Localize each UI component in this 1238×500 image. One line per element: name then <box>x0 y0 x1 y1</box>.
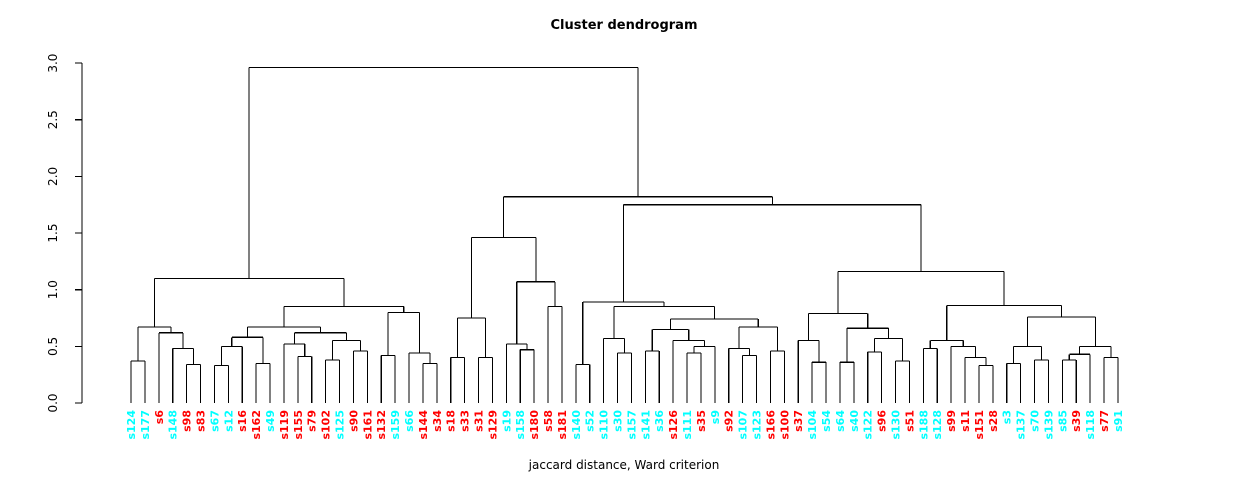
leaf-label-s124: s124 <box>125 410 138 440</box>
y-tick-label-1.5: 1.5 <box>46 224 60 243</box>
leaf-label-s77: s77 <box>1098 410 1111 432</box>
leaf-label-s12: s12 <box>222 410 235 432</box>
leaf-label-s141: s141 <box>639 410 652 440</box>
leaf-label-s148: s148 <box>167 410 180 440</box>
leaf-label-s30: s30 <box>612 410 625 432</box>
leaf-label-s90: s90 <box>347 410 360 432</box>
leaf-label-s99: s99 <box>945 410 958 432</box>
leaf-label-s119: s119 <box>278 410 291 440</box>
y-tick-label-1.0: 1.0 <box>46 280 60 299</box>
leaf-label-s34: s34 <box>431 410 444 432</box>
leaf-label-s9: s9 <box>709 410 722 424</box>
leaf-label-s107: s107 <box>737 410 750 440</box>
leaf-label-s181: s181 <box>556 410 569 440</box>
leaf-label-s188: s188 <box>917 410 930 440</box>
leaf-label-s3: s3 <box>1001 410 1014 424</box>
leaf-label-s157: s157 <box>625 410 638 440</box>
leaf-label-s139: s139 <box>1042 410 1055 440</box>
leaf-label-s155: s155 <box>292 410 305 440</box>
leaf-label-s125: s125 <box>334 410 347 440</box>
leaf-label-s104: s104 <box>806 410 819 440</box>
leaf-label-s177: s177 <box>139 410 152 440</box>
leaf-label-s162: s162 <box>250 410 263 440</box>
leaf-label-s33: s33 <box>459 410 472 432</box>
leaf-label-s144: s144 <box>417 410 430 440</box>
leaf-label-s130: s130 <box>890 410 903 440</box>
leaf-label-s37: s37 <box>792 410 805 432</box>
leaf-label-s16: s16 <box>236 410 249 432</box>
leaf-label-s19: s19 <box>500 410 513 432</box>
leaf-label-s49: s49 <box>264 410 277 432</box>
leaf-label-s92: s92 <box>723 410 736 432</box>
leaf-label-s83: s83 <box>195 410 208 432</box>
leaf-label-s58: s58 <box>542 410 555 432</box>
leaf-label-s11: s11 <box>959 410 972 432</box>
leaf-label-s151: s151 <box>973 410 986 440</box>
leaf-label-s54: s54 <box>820 410 833 432</box>
leaf-label-s18: s18 <box>445 410 458 432</box>
leaf-label-s36: s36 <box>653 410 666 432</box>
y-tick-label-0.0: 0.0 <box>46 393 60 412</box>
leaf-label-s102: s102 <box>320 410 333 440</box>
leaf-label-s129: s129 <box>486 410 499 440</box>
leaf-label-s111: s111 <box>681 410 694 440</box>
leaf-label-s31: s31 <box>473 410 486 432</box>
leaf-label-s6: s6 <box>153 410 166 425</box>
leaf-label-s96: s96 <box>876 410 889 432</box>
leaf-label-s66: s66 <box>403 410 416 432</box>
leaf-label-s180: s180 <box>528 410 541 440</box>
y-tick-label-3.0: 3.0 <box>46 54 60 73</box>
leaf-label-s52: s52 <box>584 410 597 432</box>
y-tick-label-2.5: 2.5 <box>46 110 60 129</box>
leaf-label-s140: s140 <box>570 410 583 440</box>
leaf-label-s159: s159 <box>389 410 402 440</box>
leaf-label-s91: s91 <box>1112 410 1125 432</box>
leaf-label-s128: s128 <box>931 410 944 440</box>
leaf-label-s137: s137 <box>1015 410 1028 440</box>
leaf-label-s98: s98 <box>181 410 194 432</box>
leaf-label-s40: s40 <box>848 410 861 432</box>
leaf-label-s122: s122 <box>862 410 875 440</box>
leaf-label-s110: s110 <box>598 410 611 440</box>
leaf-label-s166: s166 <box>764 410 777 440</box>
leaf-label-s51: s51 <box>903 410 916 432</box>
y-tick-label-2.0: 2.0 <box>46 167 60 186</box>
leaf-label-s126: s126 <box>667 410 680 440</box>
leaf-label-s161: s161 <box>361 410 374 440</box>
leaf-label-s67: s67 <box>208 410 221 432</box>
y-tick-label-0.5: 0.5 <box>46 337 60 356</box>
leaf-label-s28: s28 <box>987 410 1000 432</box>
leaf-label-s85: s85 <box>1056 410 1069 432</box>
leaf-label-s70: s70 <box>1029 410 1042 432</box>
leaf-label-s64: s64 <box>834 410 847 432</box>
leaf-label-s118: s118 <box>1084 410 1097 440</box>
leaf-label-s35: s35 <box>695 410 708 432</box>
leaf-label-s123: s123 <box>751 410 764 440</box>
chart-caption: jaccard distance, Ward criterion <box>528 458 720 472</box>
chart-title: Cluster dendrogram <box>550 18 698 33</box>
leaf-label-s158: s158 <box>514 410 527 440</box>
leaf-label-s100: s100 <box>778 410 791 440</box>
leaf-label-s79: s79 <box>306 410 319 432</box>
leaf-label-s39: s39 <box>1070 410 1083 432</box>
leaf-label-s132: s132 <box>375 410 388 440</box>
